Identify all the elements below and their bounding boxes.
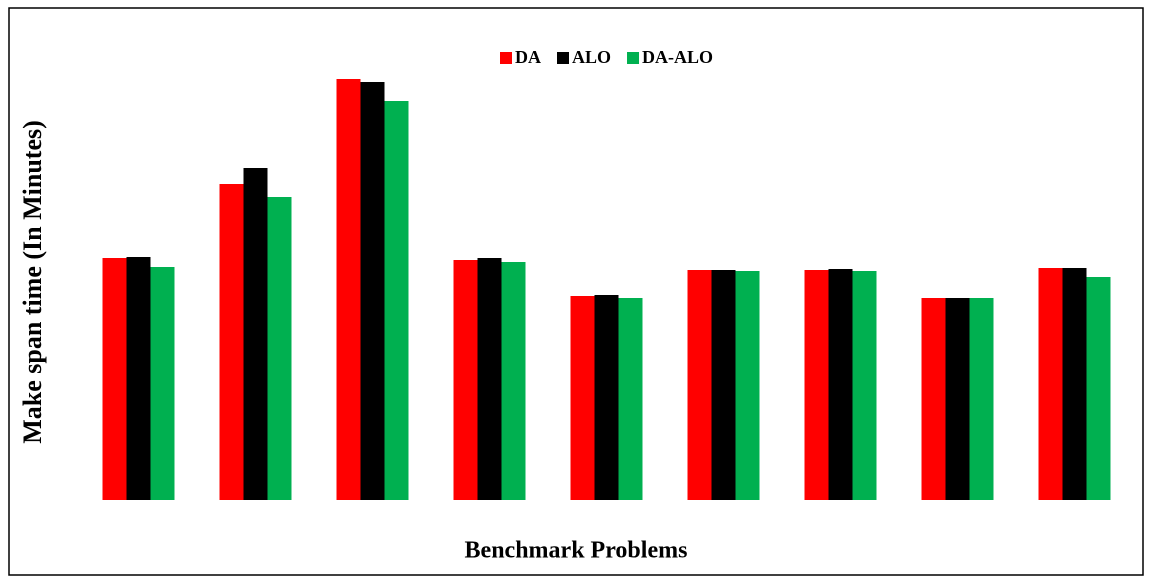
- bar: [102, 258, 127, 500]
- legend-label: ALO: [572, 47, 611, 67]
- x-axis-label: Benchmark Problems: [465, 538, 688, 564]
- bar: [384, 101, 409, 500]
- bar: [336, 79, 361, 500]
- bar: [243, 168, 268, 500]
- bar: [804, 270, 829, 500]
- bar: [594, 295, 619, 500]
- y-axis-label: Make span time (In Minutes): [18, 120, 47, 444]
- bar: [126, 257, 151, 500]
- bar: [828, 269, 853, 500]
- bar: [921, 298, 946, 500]
- legend-label: DA: [515, 47, 541, 67]
- bar: [219, 184, 244, 500]
- bar: [852, 271, 877, 500]
- bar: [267, 197, 292, 500]
- bar: [969, 298, 994, 500]
- legend-swatch: [500, 52, 512, 64]
- bar: [1086, 277, 1111, 500]
- bar: [945, 298, 970, 500]
- bar: [477, 258, 502, 500]
- bar: [735, 271, 760, 500]
- bar: [1062, 268, 1087, 500]
- bar: [453, 260, 478, 500]
- bar: [618, 298, 643, 500]
- bar: [570, 296, 595, 500]
- bar: [687, 270, 712, 500]
- bar: [711, 270, 736, 500]
- bar: [501, 262, 526, 500]
- bar: [360, 82, 385, 500]
- legend-swatch: [557, 52, 569, 64]
- legend-swatch: [627, 52, 640, 64]
- legend-label: DA-ALO: [642, 47, 713, 67]
- bar: [150, 267, 175, 500]
- bar: [1038, 268, 1063, 500]
